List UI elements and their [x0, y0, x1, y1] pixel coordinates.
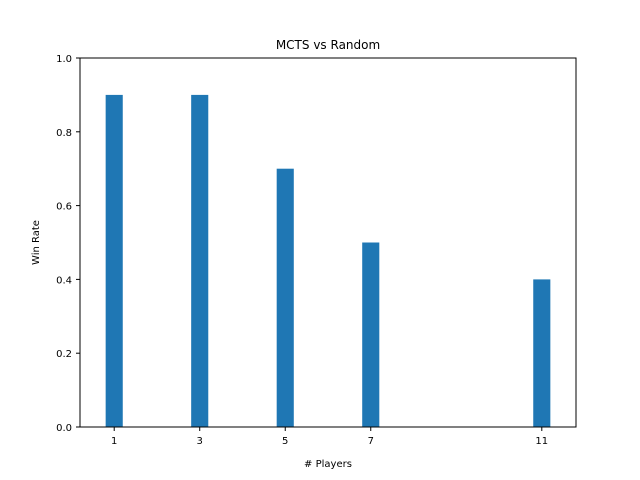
y-tick-label: 0.0: [56, 423, 72, 434]
x-axis-ticks: 1 3 5 7 11: [111, 427, 548, 447]
y-tick-label: 0.6: [56, 202, 72, 213]
x-tick-label: 7: [368, 436, 374, 447]
bars-group: [105, 94, 551, 428]
plot-frame: [79, 57, 577, 428]
chart-title: MCTS vs Random: [276, 38, 380, 52]
y-axis-label: Win Rate: [31, 220, 42, 265]
bar-players-11: [533, 279, 551, 427]
y-tick-label: 0.4: [56, 275, 72, 286]
y-axis-ticks: 0.0 0.2 0.4 0.6 0.8 1.0: [56, 54, 80, 434]
bar-players-5: [276, 168, 294, 427]
x-tick-label: 3: [197, 436, 203, 447]
bar-players-1: [105, 94, 123, 428]
y-tick-label: 0.2: [56, 349, 72, 360]
x-tick-label: 5: [282, 436, 288, 447]
y-tick-label: 0.8: [56, 128, 72, 139]
x-tick-label: 11: [535, 436, 548, 447]
y-tick-label: 1.0: [56, 54, 72, 65]
bar-players-3: [191, 94, 209, 428]
x-axis-label: # Players: [304, 459, 352, 470]
x-tick-label: 1: [111, 436, 117, 447]
bar-players-7: [362, 242, 380, 427]
